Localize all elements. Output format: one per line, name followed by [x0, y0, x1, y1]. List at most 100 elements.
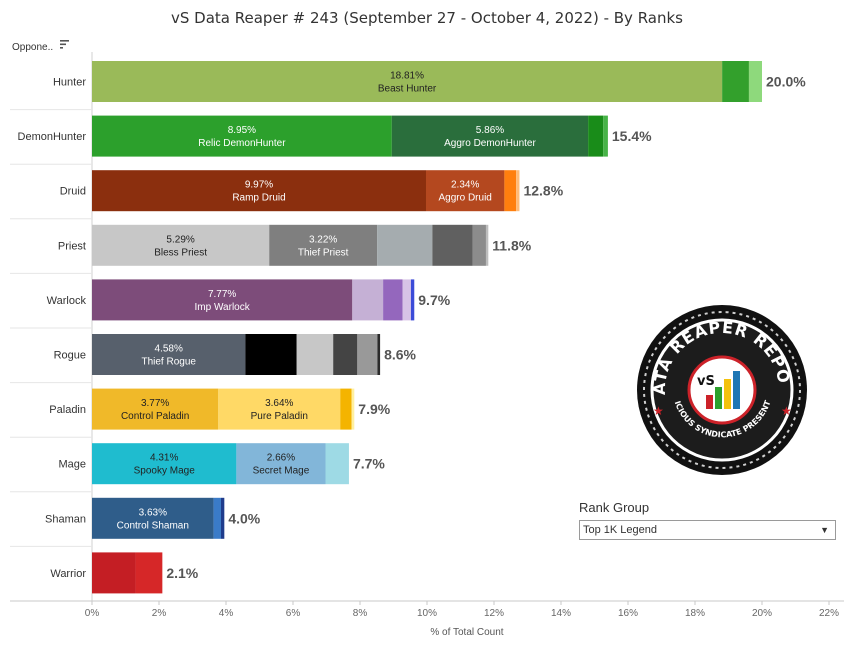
- segment-name-label: Bless Priest: [154, 247, 207, 258]
- x-tick-label: 16%: [618, 608, 638, 619]
- segment-name-label: Spooky Mage: [134, 466, 196, 477]
- segment-value-label: 18.81%: [390, 71, 424, 82]
- category-label: Priest: [58, 240, 86, 252]
- bar-segment[interactable]: [432, 224, 473, 266]
- bar-segment[interactable]: [92, 388, 219, 430]
- bar-segment[interactable]: [351, 388, 355, 430]
- category-label: DemonHunter: [18, 131, 87, 143]
- segment-value-label: 3.63%: [139, 507, 167, 518]
- bar-segment[interactable]: [333, 334, 358, 375]
- bar-segment[interactable]: [92, 61, 723, 102]
- segment-name-label: Aggro Druid: [439, 193, 492, 204]
- total-label: 11.8%: [492, 237, 531, 253]
- x-tick-label: 14%: [551, 608, 571, 619]
- bar-segment[interactable]: [722, 61, 749, 102]
- bar-segment[interactable]: [516, 170, 520, 212]
- bar-segment[interactable]: [135, 552, 163, 594]
- segment-value-label: 3.22%: [309, 234, 337, 245]
- bar-segment[interactable]: [748, 61, 762, 102]
- segment-name-label: Thief Priest: [298, 247, 349, 258]
- bar-segment[interactable]: [325, 443, 349, 485]
- segment-value-label: 3.64%: [265, 398, 293, 409]
- x-tick-label: 8%: [353, 608, 368, 619]
- category-label: Hunter: [53, 77, 86, 89]
- rank-group-dropdown[interactable]: Top 1K Legend ▼: [579, 520, 836, 540]
- category-label: Mage: [58, 459, 86, 471]
- segment-value-label: 4.58%: [155, 344, 183, 355]
- category-label: Paladin: [49, 404, 86, 416]
- bar-segment[interactable]: [269, 224, 378, 266]
- bar-segment[interactable]: [425, 170, 505, 212]
- segment-value-label: 3.77%: [141, 398, 169, 409]
- x-tick-label: 22%: [819, 608, 839, 619]
- bar-segment[interactable]: [504, 170, 517, 212]
- segment-name-label: Control Paladin: [121, 411, 189, 422]
- bar-segment[interactable]: [92, 224, 270, 266]
- total-label: 12.8%: [523, 183, 563, 199]
- x-tick-label: 18%: [685, 608, 705, 619]
- segment-value-label: 5.29%: [166, 234, 194, 245]
- bar-segment[interactable]: [92, 170, 426, 212]
- chevron-down-icon[interactable]: ▼: [820, 525, 829, 535]
- segment-name-label: Thief Rogue: [141, 357, 196, 368]
- bar-segment[interactable]: [352, 279, 384, 321]
- bar-segment[interactable]: [92, 115, 392, 157]
- bar-segment[interactable]: [218, 388, 341, 430]
- x-tick-label: 10%: [417, 608, 437, 619]
- rank-group-value: Top 1K Legend: [583, 524, 658, 536]
- bar-segment[interactable]: [377, 224, 433, 266]
- total-label: 9.7%: [418, 292, 450, 308]
- bar-segment[interactable]: [377, 334, 381, 375]
- category-label: Druid: [60, 186, 86, 198]
- bar-segment[interactable]: [357, 334, 378, 375]
- bar-segment[interactable]: [213, 497, 221, 539]
- bar-segment[interactable]: [603, 115, 608, 157]
- segment-value-label: 5.86%: [476, 125, 504, 136]
- total-label: 7.7%: [353, 456, 385, 472]
- bar-segment[interactable]: [391, 115, 589, 157]
- bar-segment[interactable]: [220, 497, 225, 539]
- total-label: 15.4%: [612, 128, 652, 144]
- bar-segment[interactable]: [402, 279, 411, 321]
- category-label: Rogue: [54, 350, 86, 362]
- bar-segment[interactable]: [236, 443, 326, 485]
- bar-segment[interactable]: [472, 224, 486, 266]
- logo-monogram: vS: [697, 374, 715, 389]
- total-label: 2.1%: [166, 565, 198, 581]
- category-label: Shaman: [45, 513, 86, 525]
- x-tick-label: 6%: [286, 608, 301, 619]
- category-label: Warlock: [47, 295, 87, 307]
- total-label: 8.6%: [384, 347, 416, 363]
- x-axis-label: % of Total Count: [430, 627, 503, 638]
- segment-value-label: 7.77%: [208, 289, 236, 300]
- segment-value-label: 4.31%: [150, 453, 178, 464]
- data-reaper-logo: DATA REAPER REPORT VICIOUS SYNDICATE PRE…: [628, 288, 810, 483]
- plot-area: 0% 2% 4% 6% 8% 10% 12% 14% 16% 18% 20% 22% Hunter 18.…: [10, 52, 844, 619]
- bar-segment[interactable]: [92, 497, 214, 539]
- bar-segment[interactable]: [410, 279, 415, 321]
- segment-value-label: 9.97%: [245, 180, 273, 191]
- segment-name-label: Imp Warlock: [195, 302, 251, 313]
- bar-segment[interactable]: [296, 334, 334, 375]
- segment-name-label: Beast Hunter: [378, 84, 437, 95]
- bar-segment[interactable]: [92, 443, 237, 485]
- total-label: 4.0%: [228, 510, 260, 526]
- x-tick-label: 2%: [152, 608, 167, 619]
- segment-name-label: Pure Paladin: [251, 411, 308, 422]
- sort-icon[interactable]: [60, 40, 69, 49]
- column-header[interactable]: Oppone..: [12, 40, 69, 53]
- segment-name-label: Aggro DemonHunter: [444, 138, 536, 149]
- segment-value-label: 2.34%: [451, 180, 479, 191]
- chart-title: vS Data Reaper # 243 (September 27 - Oct…: [171, 9, 683, 27]
- bar-chart-icon: [706, 371, 740, 409]
- bar-segment[interactable]: [92, 279, 353, 321]
- bar-segment[interactable]: [92, 552, 136, 594]
- bar-segment[interactable]: [340, 388, 352, 430]
- bar-segment[interactable]: [485, 224, 489, 266]
- bar-segment[interactable]: [588, 115, 604, 157]
- bar-segment[interactable]: [383, 279, 403, 321]
- segment-value-label: 2.66%: [267, 453, 295, 464]
- bar-segment[interactable]: [92, 334, 246, 375]
- bar-segment[interactable]: [245, 334, 297, 375]
